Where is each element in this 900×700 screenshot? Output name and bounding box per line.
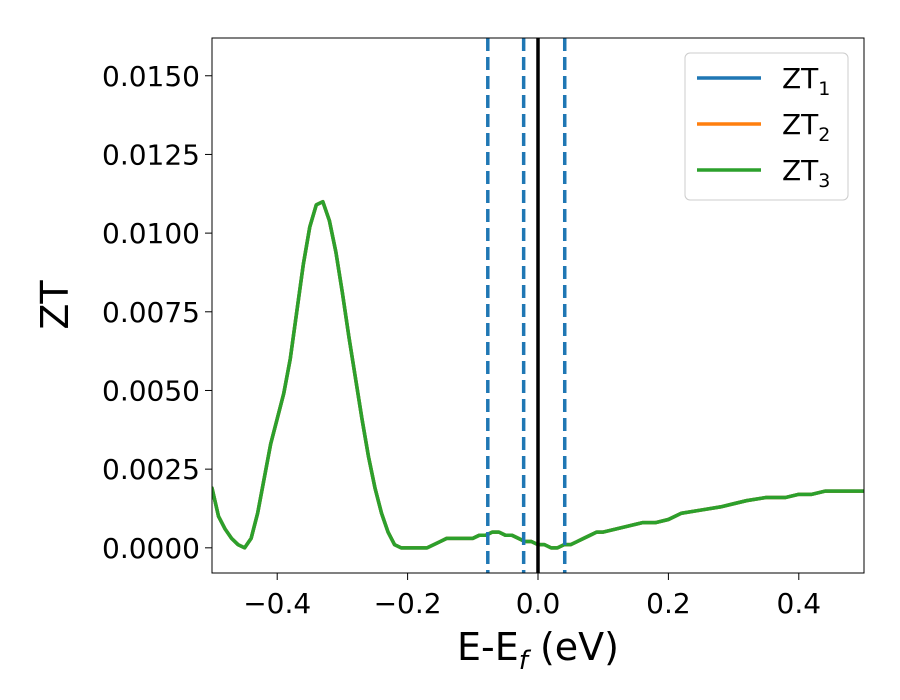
y-axis-ticks: 0.0000 0.0025 0.0050 0.0075 0.0100 0.0125 0.01… bbox=[102, 60, 212, 565]
legend-entry-3: ZT3 bbox=[697, 154, 830, 192]
legend-label-1-sub: 1 bbox=[818, 78, 830, 100]
legend-entry-1: ZT1 bbox=[697, 62, 830, 100]
x-axis-title-rest: (eV) bbox=[528, 625, 619, 669]
y-tick-label: 0.0100 bbox=[102, 217, 200, 250]
legend-label-2-name: ZT bbox=[782, 108, 819, 141]
y-tick-label: 0.0150 bbox=[102, 60, 200, 93]
y-tick-label: 0.0125 bbox=[102, 138, 200, 171]
plot-frame bbox=[211, 37, 865, 574]
x-tick-label: 0.2 bbox=[646, 587, 691, 620]
legend-box bbox=[684, 52, 849, 201]
x-tick-label: 0.4 bbox=[777, 587, 822, 620]
y-tick-label: 0.0000 bbox=[102, 532, 200, 565]
x-axis-ticks: −0.4 −0.2 0.0 0.2 0.4 bbox=[243, 573, 821, 620]
x-axis-title-base: E-E bbox=[457, 625, 519, 669]
x-tick-label: 0.0 bbox=[516, 587, 561, 620]
y-tick-label: 0.0025 bbox=[102, 453, 200, 486]
x-axis-title: E-Ef (eV) bbox=[457, 625, 619, 676]
y-tick-label: 0.0075 bbox=[102, 296, 200, 329]
legend: ZT1 ZT2 ZT3 bbox=[684, 52, 849, 201]
legend-label-3-name: ZT bbox=[782, 154, 819, 187]
y-tick-label: 0.0050 bbox=[102, 374, 200, 407]
legend-label-3-sub: 3 bbox=[818, 170, 830, 192]
legend-label-1-name: ZT bbox=[782, 62, 819, 95]
plot-content bbox=[212, 38, 864, 573]
x-tick-label: −0.2 bbox=[374, 587, 442, 620]
legend-label-2-sub: 2 bbox=[818, 124, 830, 146]
y-axis-title: ZT bbox=[33, 280, 77, 330]
legend-entry-2: ZT2 bbox=[697, 108, 830, 146]
legend-label-2: ZT2 bbox=[782, 108, 830, 146]
series-line-3 bbox=[212, 199, 864, 550]
x-tick-label: −0.4 bbox=[243, 587, 311, 620]
legend-label-3: ZT3 bbox=[782, 154, 830, 192]
legend-label-1: ZT1 bbox=[782, 62, 830, 100]
